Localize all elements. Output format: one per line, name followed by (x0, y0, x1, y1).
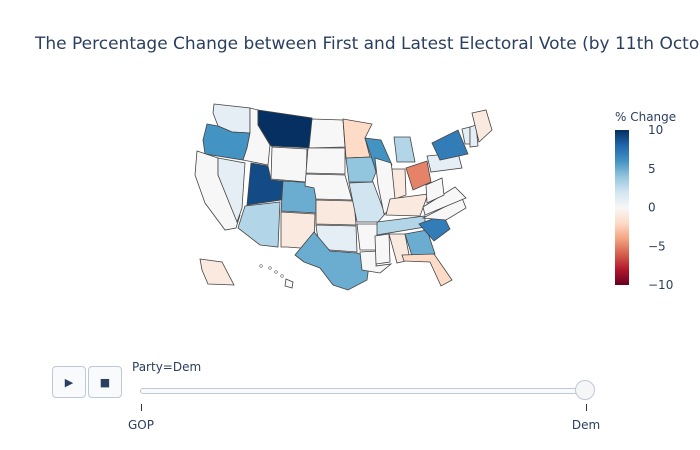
slider-current-value-label: Party=Dem (132, 360, 202, 374)
state-in[interactable] (391, 168, 407, 200)
colorbar: % Change 10 5 0 −5 −10 (615, 110, 676, 292)
hawaii-island-2 (268, 266, 272, 270)
state-nv[interactable] (217, 157, 246, 224)
slider-handle[interactable] (575, 380, 595, 400)
state-ks[interactable] (315, 199, 357, 226)
play-icon: ▶ (64, 375, 74, 389)
state-ak[interactable] (199, 258, 235, 286)
colorbar-tick-label: 5 (648, 162, 656, 176)
state-az[interactable] (237, 201, 281, 248)
stop-button[interactable]: ■ (88, 366, 122, 398)
slider-step-gop[interactable]: GOP (128, 418, 154, 432)
colorbar-tick-label: 10 (648, 123, 663, 137)
state-ny[interactable] (431, 129, 469, 161)
slider-tick-gop (141, 404, 142, 411)
state-nd[interactable] (308, 118, 346, 149)
hawaii-island-3 (274, 270, 278, 274)
state-ms[interactable] (374, 233, 391, 265)
state-wy[interactable] (270, 146, 308, 183)
state-oh[interactable] (405, 160, 432, 191)
colorbar-ticks: 10 5 0 −5 −10 (648, 123, 673, 292)
state-hi[interactable] (284, 278, 294, 289)
slider-step-dem[interactable]: Dem (571, 418, 601, 432)
play-button[interactable]: ▶ (52, 366, 86, 398)
states-layer (194, 103, 493, 291)
colorbar-tick-label: −10 (648, 278, 673, 292)
state-wv[interactable] (425, 177, 445, 204)
slider-rail[interactable] (140, 388, 594, 394)
state-mt[interactable] (257, 109, 313, 149)
state-fl[interactable] (401, 253, 453, 287)
state-mn[interactable] (342, 118, 373, 159)
colorbar-tick-label: 0 (648, 201, 656, 215)
state-me[interactable] (471, 109, 493, 143)
state-va[interactable] (422, 186, 467, 216)
colorbar-tick-label: −5 (648, 239, 666, 253)
state-ia[interactable] (345, 156, 377, 183)
hawaii-island-1 (259, 264, 263, 268)
state-ok[interactable] (315, 224, 358, 253)
stop-icon: ■ (99, 375, 111, 389)
state-ky[interactable] (385, 193, 429, 217)
state-ne[interactable] (304, 173, 353, 201)
chart-title: The Percentage Change between First and … (35, 34, 700, 54)
state-ga[interactable] (404, 229, 436, 260)
state-sd[interactable] (305, 147, 346, 175)
state-tx[interactable] (294, 231, 371, 291)
colorbar-title: % Change (615, 110, 676, 124)
slider-tick-dem (586, 404, 587, 411)
colorbar-gradient (615, 130, 629, 285)
state-mi[interactable] (393, 136, 416, 163)
hawaii-island-4 (280, 274, 284, 278)
state-mo[interactable] (348, 181, 386, 223)
